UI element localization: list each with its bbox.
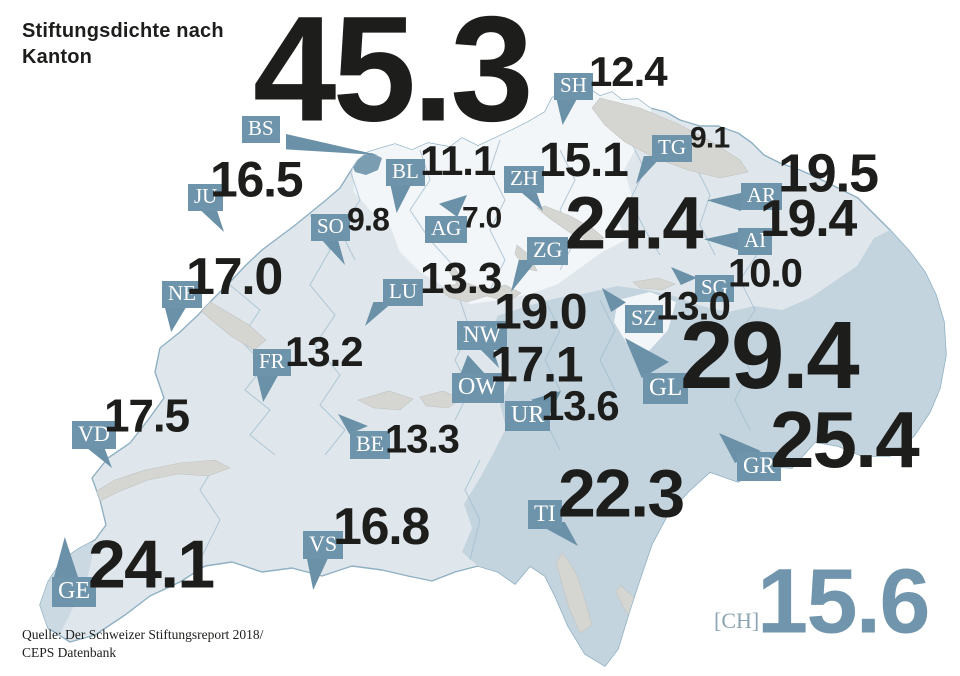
- lake-geneva: [89, 459, 231, 503]
- canton-value: 17.1: [490, 336, 584, 393]
- canton-value: 16.5: [210, 151, 304, 208]
- canton-value: 24.1: [88, 526, 215, 603]
- border-line: [559, 149, 576, 271]
- canton-value: 13.3: [420, 253, 502, 303]
- canton-value: 13.0: [656, 284, 731, 329]
- canton-code-badge: SH: [554, 73, 593, 100]
- canton-value: 24.4: [565, 181, 703, 265]
- canton-code-badge: TI: [528, 500, 562, 529]
- canton-value: 25.4: [770, 395, 920, 485]
- canton-code-badge: NE: [162, 281, 202, 308]
- canton-code-badge: BS: [242, 116, 280, 143]
- lake-sempach: [447, 261, 467, 288]
- canton-value: 17.0: [186, 248, 283, 307]
- canton-value: 45.3: [253, 0, 534, 153]
- source-line2: CEPS Datenbank: [22, 645, 117, 661]
- canton-value: 17.5: [104, 389, 190, 442]
- canton-code-badge: ZG: [527, 237, 569, 265]
- lake-lucerne: [437, 281, 522, 303]
- canton-value: 22.3: [558, 455, 685, 532]
- canton-value: 13.6: [541, 382, 620, 430]
- canton-value: 10.0: [728, 251, 803, 296]
- lake-thun: [357, 390, 414, 411]
- national-average-bracket-label: [CH]: [714, 608, 760, 633]
- border-line: [409, 149, 451, 263]
- canton-code-badge: TG: [652, 135, 692, 162]
- canton-code-badge: GE: [52, 577, 96, 607]
- border-line: [734, 249, 761, 431]
- border-line: [599, 299, 616, 391]
- lake-walen: [632, 277, 676, 291]
- canton-code-badge: VS: [303, 531, 344, 559]
- national-average-value: 15.6: [757, 550, 931, 653]
- chart-title: Stiftungsdichte nach Kanton: [22, 18, 224, 71]
- border-line: [489, 139, 506, 291]
- lake-zurich: [536, 205, 605, 244]
- canton-value: 11.1: [420, 137, 496, 185]
- canton-code-badge: AI: [738, 228, 773, 255]
- canton-code-badge: AR: [741, 183, 783, 210]
- canton-value: 29.4: [680, 301, 860, 409]
- border-line: [199, 464, 221, 561]
- region-medium-southeast: [462, 230, 946, 666]
- canton-code-badge: SZ: [625, 305, 663, 333]
- canton-code-badge: FR: [253, 349, 291, 376]
- canton-code-badge: ZH: [504, 166, 544, 193]
- canton-value: 19.4: [760, 190, 857, 249]
- canton-value: 15.1: [539, 133, 629, 187]
- canton-value: 19.5: [778, 143, 879, 204]
- canton-value: 16.8: [333, 498, 430, 557]
- canton-value: 9.1: [690, 121, 730, 155]
- canton-code-badge: OW: [452, 373, 504, 403]
- canton-value: 7.0: [462, 201, 502, 235]
- canton-code-badge: LU: [383, 279, 423, 306]
- lake-maggiore: [555, 552, 593, 634]
- canton-value: 12.4: [589, 48, 668, 96]
- chart-title-line1: Stiftungsdichte nach: [22, 20, 224, 42]
- canton-code-badge: GL: [643, 373, 689, 404]
- lake-brienz: [419, 390, 462, 409]
- border-line: [229, 284, 276, 456]
- canton-value: 13.3: [385, 417, 460, 462]
- canton-code-badge: SO: [311, 214, 350, 241]
- canton-value: 9.8: [347, 201, 390, 238]
- chart-title-line2: Kanton: [22, 46, 93, 69]
- canton-code-badge: VD: [72, 421, 116, 449]
- border-line: [339, 169, 361, 261]
- border-line: [309, 214, 346, 456]
- canton-code-badge: BL: [386, 159, 425, 186]
- canton-value: 19.0: [494, 283, 588, 340]
- canton-code-badge: SG: [695, 275, 734, 302]
- border-line: [464, 459, 481, 561]
- canton-code-badge: JU: [188, 184, 224, 211]
- source-line1: Quelle: Der Schweizer Stiftungsreport 20…: [22, 627, 264, 642]
- source-note: Quelle: Der Schweizer Stiftungsreport 20…: [22, 626, 263, 662]
- canton-code-badge: UR: [505, 401, 551, 431]
- canton-value: 13.2: [285, 328, 364, 376]
- canton-code-badge: AG: [425, 216, 468, 243]
- canton-code-badge: BE: [350, 431, 391, 459]
- canton-code-badge: GR: [737, 452, 781, 481]
- canton-code-badge: NW: [457, 321, 508, 350]
